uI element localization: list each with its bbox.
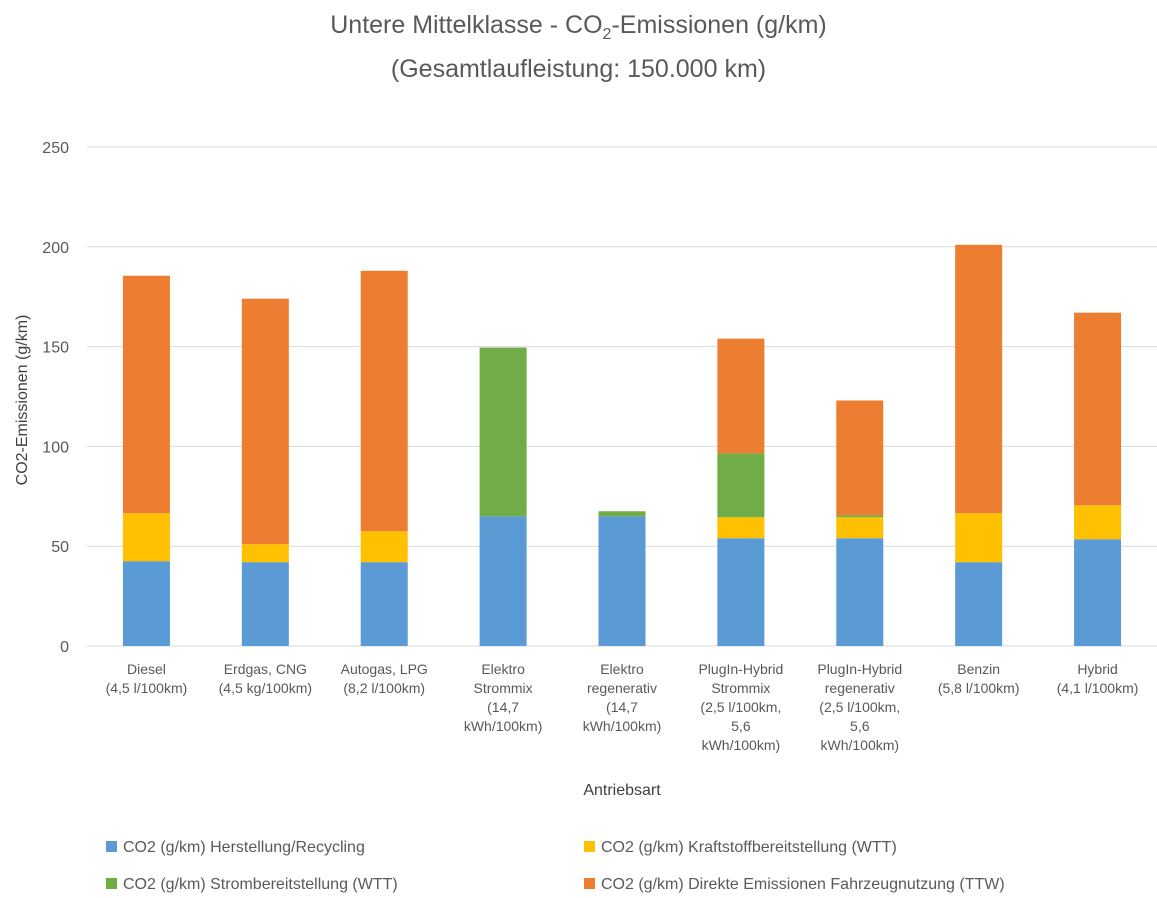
bar-segment-kraftstoff [717,517,765,539]
chart-title: Untere Mittelklasse - CO2-Emissionen (g/… [0,8,1157,86]
bar-segment-strom [479,347,527,517]
x-category-label: Diesel (4,5 l/100km) [106,661,188,696]
bar-segment-strom [717,453,765,518]
bar-segment-kraftstoff [360,531,408,563]
bar-segment-direkt [717,338,765,454]
bar-segment-direkt [122,275,170,514]
bar-segment-direkt [1074,312,1122,506]
y-tick-label: 200 [42,240,69,257]
y-tick-labels: 0 50 100 150 200 250 [42,140,69,656]
bars [122,244,1122,646]
x-category-label: Hybrid (4,1 l/100km) [1057,661,1139,696]
bar-segment-kraftstoff [241,544,289,563]
legend-swatch [584,878,595,889]
bar-segment-herstellung [598,516,646,646]
y-tick-label: 50 [51,539,69,556]
legend-item-herstellung: CO2 (g/km) Herstellung/Recycling [106,839,365,857]
legend-label: CO2 (g/km) Direkte Emissionen Fahrzeugnu… [601,876,1005,893]
y-tick-label: 0 [60,639,69,656]
legend-item-strom: CO2 (g/km) Strombereitstellung (WTT) [106,876,398,894]
legend-label: CO2 (g/km) Kraftstoffbereitstellung (WTT… [601,839,897,856]
bar-segment-herstellung [1074,539,1122,646]
x-category-label: Autogas, LPG (8,2 l/100km) [341,661,428,696]
legend-swatch [584,841,595,852]
bar-segment-kraftstoff [1074,505,1122,540]
bar-segment-kraftstoff [955,513,1003,563]
legend-label: CO2 (g/km) Herstellung/Recycling [123,839,365,856]
y-tick-label: 250 [42,140,69,157]
bar-segment-herstellung [717,538,765,646]
y-tick-label: 100 [42,439,69,456]
bar-segment-herstellung [955,562,1003,646]
bar-segment-strom [836,515,884,518]
x-category-label: Benzin (5,8 l/100km) [938,661,1020,696]
bar-segment-direkt [836,400,884,516]
bar-segment-herstellung [360,562,408,646]
bar-segment-direkt [360,270,408,532]
y-axis-title: CO2-Emissionen (g/km) [14,315,31,486]
chart-title-line2: (Gesamtlaufleistung: 150.000 km) [390,55,767,83]
bar-segment-direkt [241,298,289,545]
bar-segment-kraftstoff [122,513,170,562]
bar-segment-direkt [955,244,1003,514]
bar-segment-herstellung [836,538,884,646]
x-axis-title: Antriebsart [583,782,661,799]
bar-segment-herstellung [479,516,527,646]
bar-segment-herstellung [122,561,170,646]
legend-swatch [106,878,117,889]
y-tick-label: 150 [42,340,69,357]
x-category-label: Elektro regenerativ (14,7 kWh/100km) [583,661,662,734]
x-category-label: Erdgas, CNG (4,5 kg/100km) [219,661,312,696]
legend-item-direkt: CO2 (g/km) Direkte Emissionen Fahrzeugnu… [584,876,1005,894]
legend-item-kraftstoff: CO2 (g/km) Kraftstoffbereitstellung (WTT… [584,839,897,857]
x-category-label: PlugIn-Hybrid regenerativ (2,5 l/100km, 5,6… [817,661,902,753]
bar-segment-kraftstoff [836,517,884,539]
bar-segment-strom [598,511,646,517]
legend-label: CO2 (g/km) Strombereitstellung (WTT) [123,876,398,893]
chart-title-line1: Untere Mittelklasse - CO2-Emissionen (g/… [330,11,827,43]
legend-swatch [106,841,117,852]
x-category-label: PlugIn-Hybrid Strommix (2,5 l/100km, 5,6 kWh… [698,661,783,753]
x-category-labels: Diesel (4,5 l/100km) Erdgas, CNG (4,5 kg/10… [106,661,1139,753]
bar-segment-herstellung [241,562,289,646]
x-category-label: Elektro Strommix (14,7 kWh/100km) [464,661,543,734]
